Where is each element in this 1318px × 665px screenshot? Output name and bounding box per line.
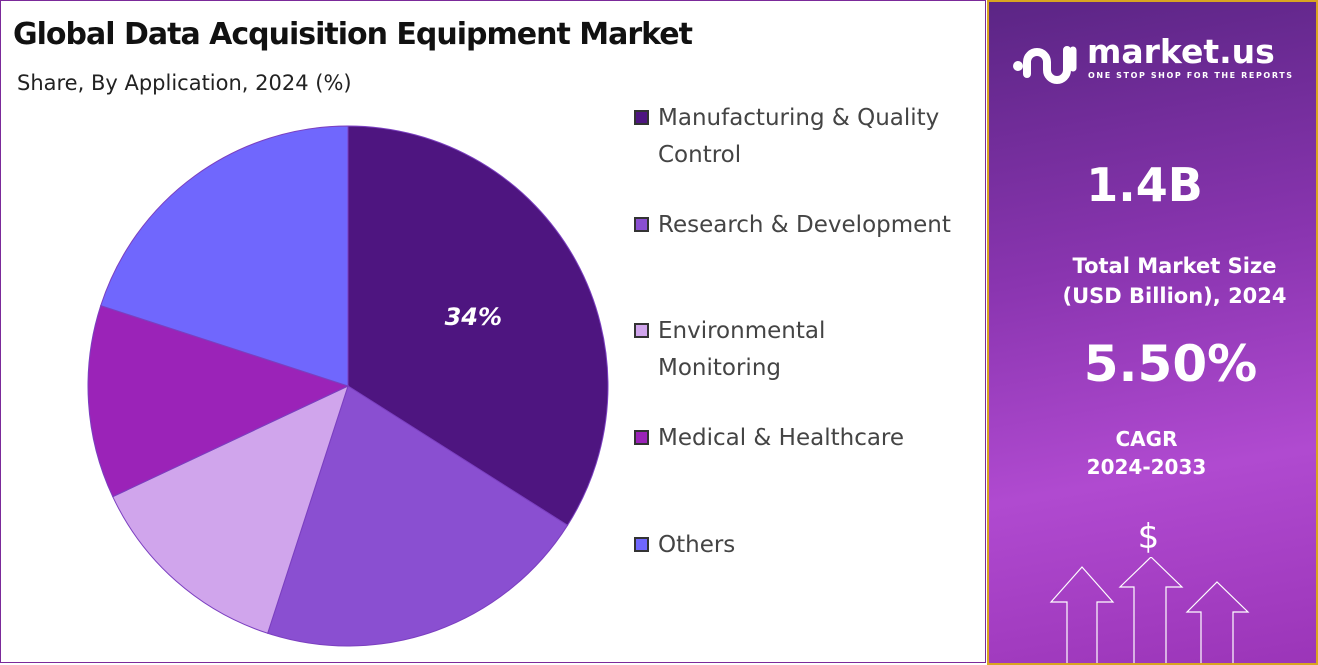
market-size-label: Total Market Size <box>1072 254 1277 278</box>
legend-label: Research & Development <box>658 212 951 238</box>
cagr-value: 5.50% <box>1083 335 1258 393</box>
market-size-value: 1.4B <box>1086 158 1203 212</box>
pie-slice-2 <box>112 385 349 634</box>
legend-swatch <box>634 217 649 232</box>
chart-panel: Global Data Acquisition Equipment Market… <box>0 0 986 663</box>
pie-chart: 34% <box>87 125 609 647</box>
legend-label: Environmental Monitoring <box>658 318 826 381</box>
legend-item-manufacturing: Manufacturing & Quality Control <box>634 100 979 174</box>
legend-item-others: Others <box>634 527 979 564</box>
legend-label: Medical & Healthcare <box>658 425 905 451</box>
cagr-label: CAGR <box>1115 427 1178 451</box>
legend-item-environmental: Environmental Monitoring <box>634 313 864 387</box>
legend-swatch <box>634 110 649 125</box>
legend-label: Manufacturing & Quality Control <box>658 105 940 168</box>
cagr-period: 2024-2033 <box>1086 455 1207 479</box>
growth-arrows-icon <box>1049 557 1250 663</box>
market-us-logo-icon <box>1013 46 1077 84</box>
data-label: 34% <box>445 303 502 331</box>
chart-title: Global Data Acquisition Equipment Market <box>13 17 693 52</box>
legend-label: Others <box>658 532 736 558</box>
pie-slice-3 <box>87 305 350 498</box>
legend-swatch <box>634 323 649 338</box>
pie-slice-4 <box>100 125 349 387</box>
chart-subtitle: Share, By Application, 2024 (%) <box>17 71 352 95</box>
dollar-icon: $ <box>1137 517 1160 557</box>
legend-item-research: Research & Development <box>634 207 979 244</box>
legend-item-medical: Medical & Healthcare <box>634 420 979 457</box>
brand-tagline: ONE STOP SHOP FOR THE REPORTS <box>1088 71 1294 80</box>
summary-panel: market.us ONE STOP SHOP FOR THE REPORTS … <box>987 0 1318 665</box>
legend-swatch <box>634 430 649 445</box>
legend-swatch <box>634 537 649 552</box>
market-size-label-2: (USD Billion), 2024 <box>1062 284 1287 308</box>
pie-slice-0 <box>347 125 609 527</box>
brand-name: market.us <box>1087 32 1275 71</box>
pie-slice-1 <box>267 385 569 647</box>
